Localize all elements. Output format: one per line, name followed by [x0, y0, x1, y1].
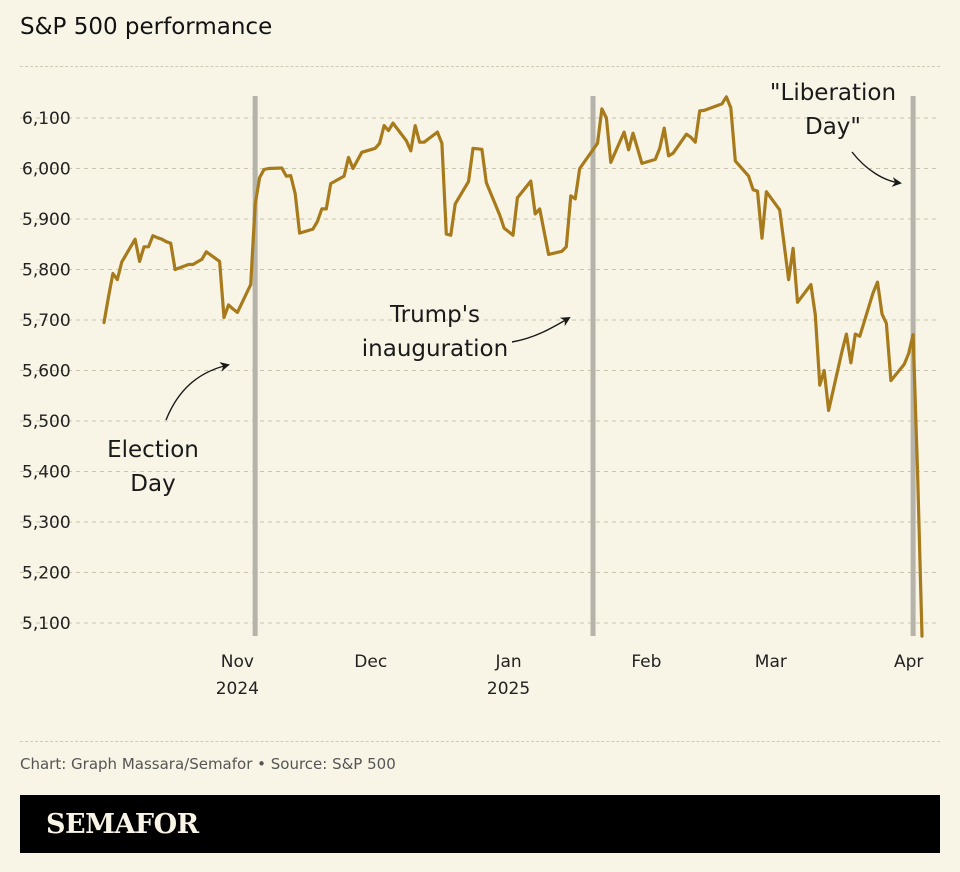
- bottom-divider: [20, 741, 940, 742]
- annotation-arrow: [165, 362, 230, 421]
- annotation-arrow: [511, 317, 571, 343]
- y-tick-label: 5,400: [22, 463, 71, 483]
- x-tick-year-label: 2024: [216, 679, 259, 699]
- series-layer: [102, 95, 924, 638]
- x-tick-label: Mar: [755, 652, 787, 672]
- y-tick-label: 5,300: [22, 513, 71, 533]
- y-tick-label: 5,100: [22, 614, 71, 634]
- y-tick-label: 6,000: [22, 160, 71, 180]
- y-tick-label: 5,900: [22, 210, 71, 230]
- y-tick-label: 5,500: [22, 412, 71, 432]
- event-lines: [252, 96, 916, 636]
- event-annotation-label: Election: [107, 437, 199, 463]
- chart-title: S&P 500 performance: [20, 14, 273, 40]
- x-tick-label: Feb: [631, 652, 661, 672]
- x-tick-label: Dec: [354, 652, 387, 672]
- source-credit: Chart: Graph Massara/Semafor • Source: S…: [20, 755, 396, 773]
- chart-svg: 5,100 5,200 5,300 5,400 5,500 5,600 5,700 5,800…: [20, 80, 940, 699]
- x-tick-label: Apr: [894, 652, 923, 672]
- x-axis-ticks: Nov 2024 Dec Jan 2025 Feb Mar Apr: [216, 652, 924, 699]
- event-annotation-label: inauguration: [362, 336, 508, 362]
- series-line: [102, 95, 924, 638]
- x-tick-label: Nov: [221, 652, 254, 672]
- x-tick-year-label: 2025: [487, 679, 530, 699]
- annotation-arrow: [851, 151, 902, 187]
- y-tick-label: 5,800: [22, 261, 71, 281]
- top-divider: [20, 66, 940, 67]
- annotations: Election Day Trump's inauguration "Liberatio…: [107, 80, 902, 497]
- y-tick-label: 5,200: [22, 564, 71, 584]
- event-annotation-label: Trump's: [389, 302, 480, 328]
- y-tick-label: 5,700: [22, 311, 71, 331]
- gridlines: [20, 117, 940, 624]
- y-tick-label: 5,600: [22, 362, 71, 382]
- event-annotation-label: Day": [805, 114, 861, 140]
- y-tick-label: 6,100: [22, 109, 71, 129]
- semafor-logo: SEMAFOR: [46, 809, 199, 840]
- footer-logo-bar: SEMAFOR: [20, 795, 940, 853]
- x-tick-label: Jan: [494, 652, 521, 672]
- y-axis-ticks: 5,100 5,200 5,300 5,400 5,500 5,600 5,700 5,800…: [22, 109, 71, 634]
- event-annotation-label: "Liberation: [770, 80, 896, 106]
- event-annotation-label: Day: [130, 471, 175, 497]
